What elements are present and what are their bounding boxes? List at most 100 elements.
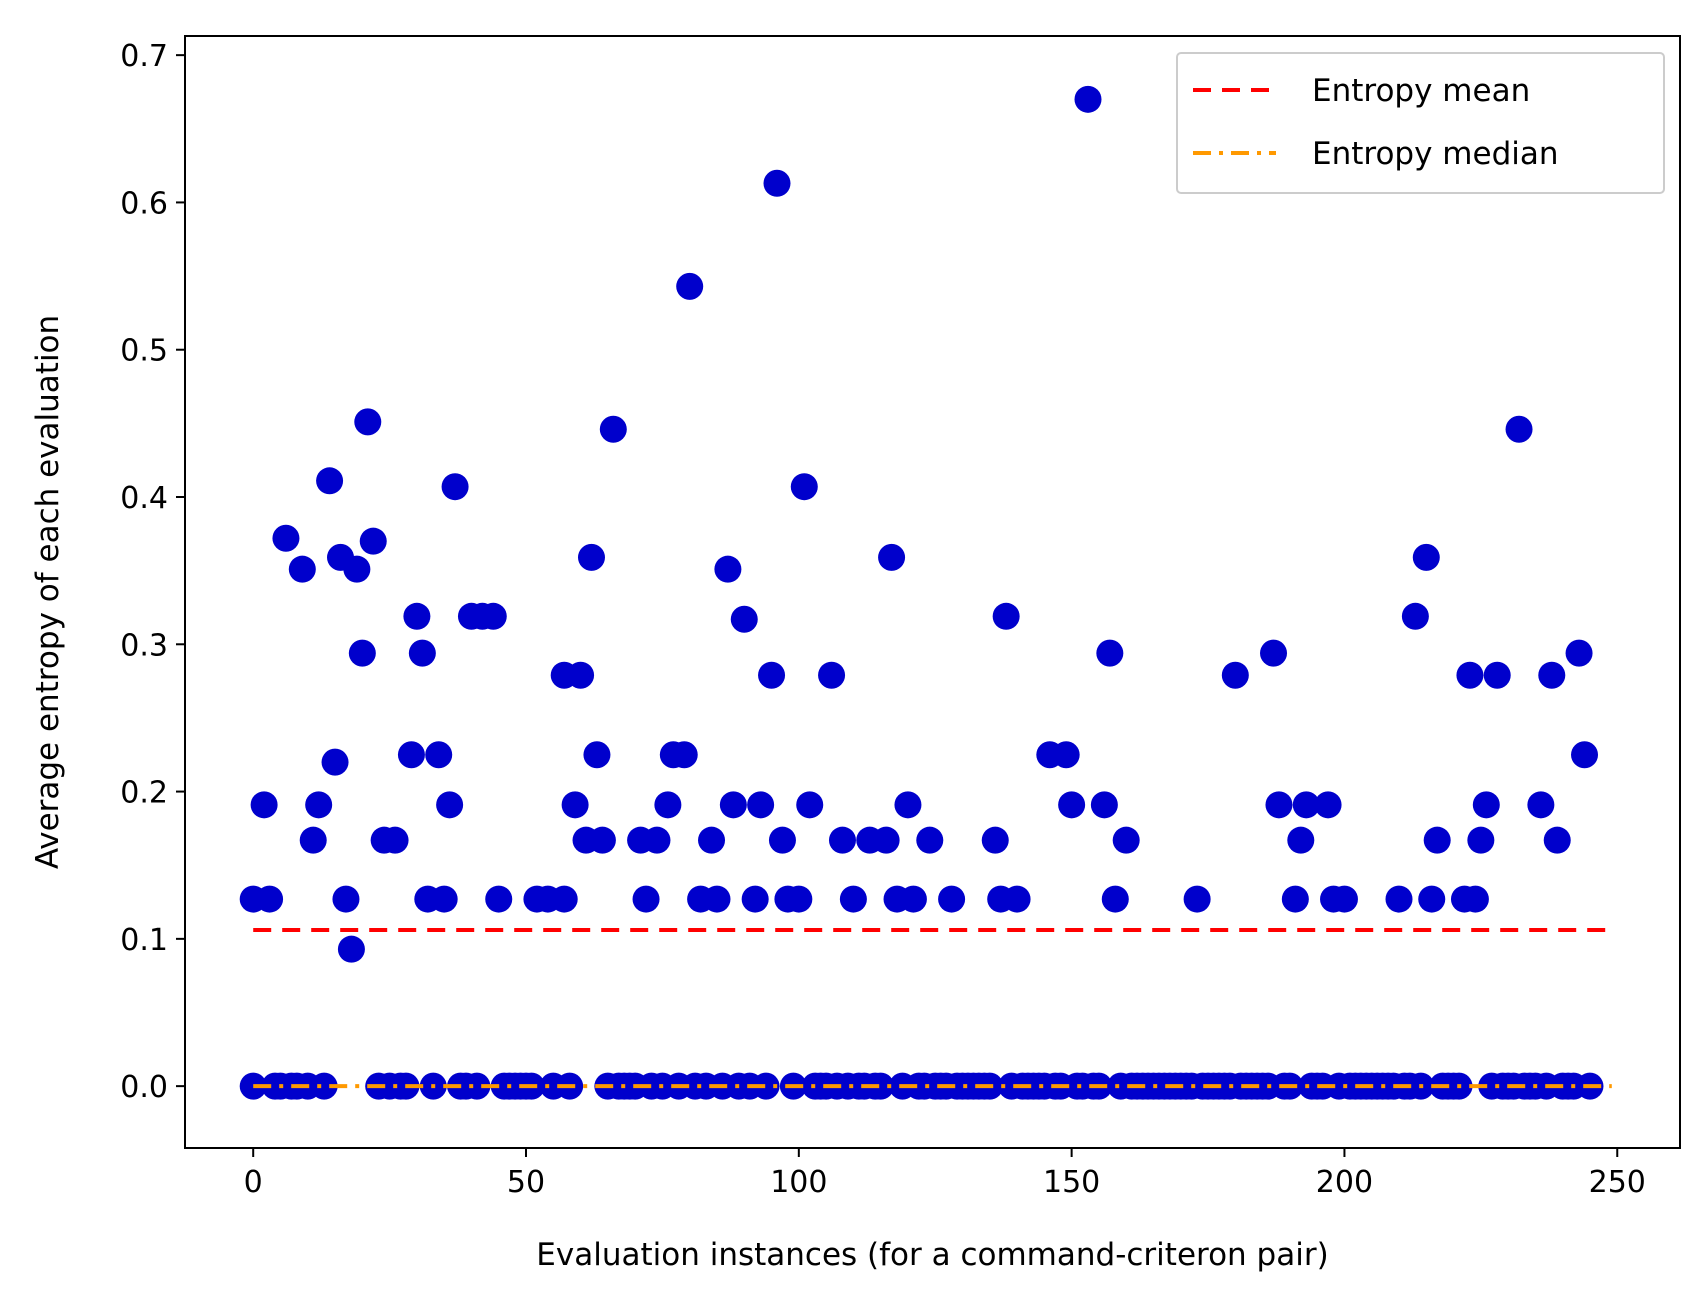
y-tick-label: 0.0 bbox=[120, 1070, 168, 1105]
data-point bbox=[719, 791, 747, 819]
data-point bbox=[316, 467, 344, 495]
x-tick-label: 100 bbox=[770, 1165, 827, 1200]
data-point bbox=[1096, 639, 1124, 667]
x-axis-ticks: 0 50 100 150 200 250 bbox=[244, 1148, 1646, 1200]
data-point bbox=[337, 935, 365, 963]
data-point bbox=[588, 826, 616, 854]
data-point bbox=[1418, 885, 1446, 913]
y-tick-label: 0.5 bbox=[120, 334, 168, 369]
data-point bbox=[354, 408, 382, 436]
data-point bbox=[981, 826, 1009, 854]
y-tick-label: 0.7 bbox=[120, 39, 168, 74]
x-tick-label: 250 bbox=[1589, 1165, 1646, 1200]
data-point bbox=[436, 791, 464, 819]
data-point bbox=[567, 661, 595, 689]
data-point bbox=[763, 169, 791, 197]
y-tick-label: 0.6 bbox=[120, 186, 168, 221]
legend: Entropy mean Entropy median bbox=[1176, 52, 1665, 194]
y-tick-label: 0.1 bbox=[120, 923, 168, 958]
reference-lines bbox=[253, 928, 1612, 1089]
data-point bbox=[1401, 602, 1429, 630]
data-point bbox=[698, 826, 726, 854]
data-point bbox=[785, 885, 813, 913]
data-point bbox=[1330, 885, 1358, 913]
data-point bbox=[839, 885, 867, 913]
data-point bbox=[343, 555, 371, 583]
data-point bbox=[703, 885, 731, 913]
data-point bbox=[441, 473, 469, 501]
data-point bbox=[1527, 791, 1555, 819]
data-point bbox=[894, 791, 922, 819]
x-tick-label: 150 bbox=[1043, 1165, 1100, 1200]
data-point bbox=[561, 791, 589, 819]
data-point bbox=[1090, 791, 1118, 819]
data-point bbox=[348, 639, 376, 667]
x-tick-label: 50 bbox=[507, 1165, 545, 1200]
data-point bbox=[256, 885, 284, 913]
data-point bbox=[430, 885, 458, 913]
data-point bbox=[408, 639, 436, 667]
data-point bbox=[1112, 826, 1140, 854]
data-point bbox=[714, 555, 742, 583]
y-axis-label: Average entropy of each evaluation bbox=[30, 315, 66, 869]
data-point bbox=[1538, 661, 1566, 689]
data-point bbox=[676, 272, 704, 300]
data-point bbox=[796, 791, 824, 819]
data-point bbox=[1074, 85, 1102, 113]
data-point bbox=[1260, 639, 1288, 667]
data-point bbox=[1423, 826, 1451, 854]
data-point bbox=[992, 602, 1020, 630]
axes-frame bbox=[184, 35, 1681, 1149]
legend-median-label: Entropy median bbox=[1312, 136, 1559, 172]
data-point bbox=[747, 791, 775, 819]
data-point bbox=[332, 885, 360, 913]
data-point bbox=[752, 1072, 780, 1100]
data-point bbox=[768, 826, 796, 854]
data-point bbox=[305, 791, 333, 819]
data-point bbox=[878, 543, 906, 571]
data-point bbox=[359, 527, 387, 555]
data-point bbox=[654, 791, 682, 819]
data-point bbox=[425, 741, 453, 769]
data-point bbox=[288, 555, 316, 583]
data-point bbox=[250, 791, 278, 819]
data-points bbox=[239, 85, 1604, 1100]
data-point bbox=[1101, 885, 1129, 913]
x-tick-label: 0 bbox=[244, 1165, 263, 1200]
data-point bbox=[321, 748, 349, 776]
y-tick-label: 0.4 bbox=[120, 481, 168, 516]
data-point bbox=[899, 885, 927, 913]
data-point bbox=[1221, 661, 1249, 689]
data-point bbox=[670, 741, 698, 769]
data-point bbox=[583, 741, 611, 769]
data-point bbox=[730, 605, 758, 633]
data-point bbox=[381, 826, 409, 854]
legend-mean-label: Entropy mean bbox=[1312, 73, 1530, 109]
data-point bbox=[1472, 791, 1500, 819]
data-point bbox=[1052, 741, 1080, 769]
data-point bbox=[1292, 791, 1320, 819]
x-axis-label: Evaluation instances (for a command-crit… bbox=[536, 1237, 1328, 1273]
data-point bbox=[1287, 826, 1315, 854]
data-point bbox=[397, 741, 425, 769]
data-point bbox=[310, 1072, 338, 1100]
data-point bbox=[758, 661, 786, 689]
data-point bbox=[818, 661, 846, 689]
data-point bbox=[916, 826, 944, 854]
data-point bbox=[828, 826, 856, 854]
legend-box bbox=[1176, 52, 1665, 194]
y-axis-ticks: 0.0 0.1 0.2 0.3 0.4 0.5 0.6 0.7 bbox=[120, 39, 185, 1105]
data-point bbox=[463, 1072, 491, 1100]
data-point bbox=[1183, 885, 1211, 913]
y-tick-label: 0.3 bbox=[120, 628, 168, 663]
data-point bbox=[1467, 826, 1495, 854]
data-point bbox=[272, 524, 300, 552]
data-point bbox=[1265, 791, 1293, 819]
data-point bbox=[403, 602, 431, 630]
data-point bbox=[1003, 885, 1031, 913]
data-point bbox=[1456, 661, 1484, 689]
data-point bbox=[872, 826, 900, 854]
data-point bbox=[577, 543, 605, 571]
